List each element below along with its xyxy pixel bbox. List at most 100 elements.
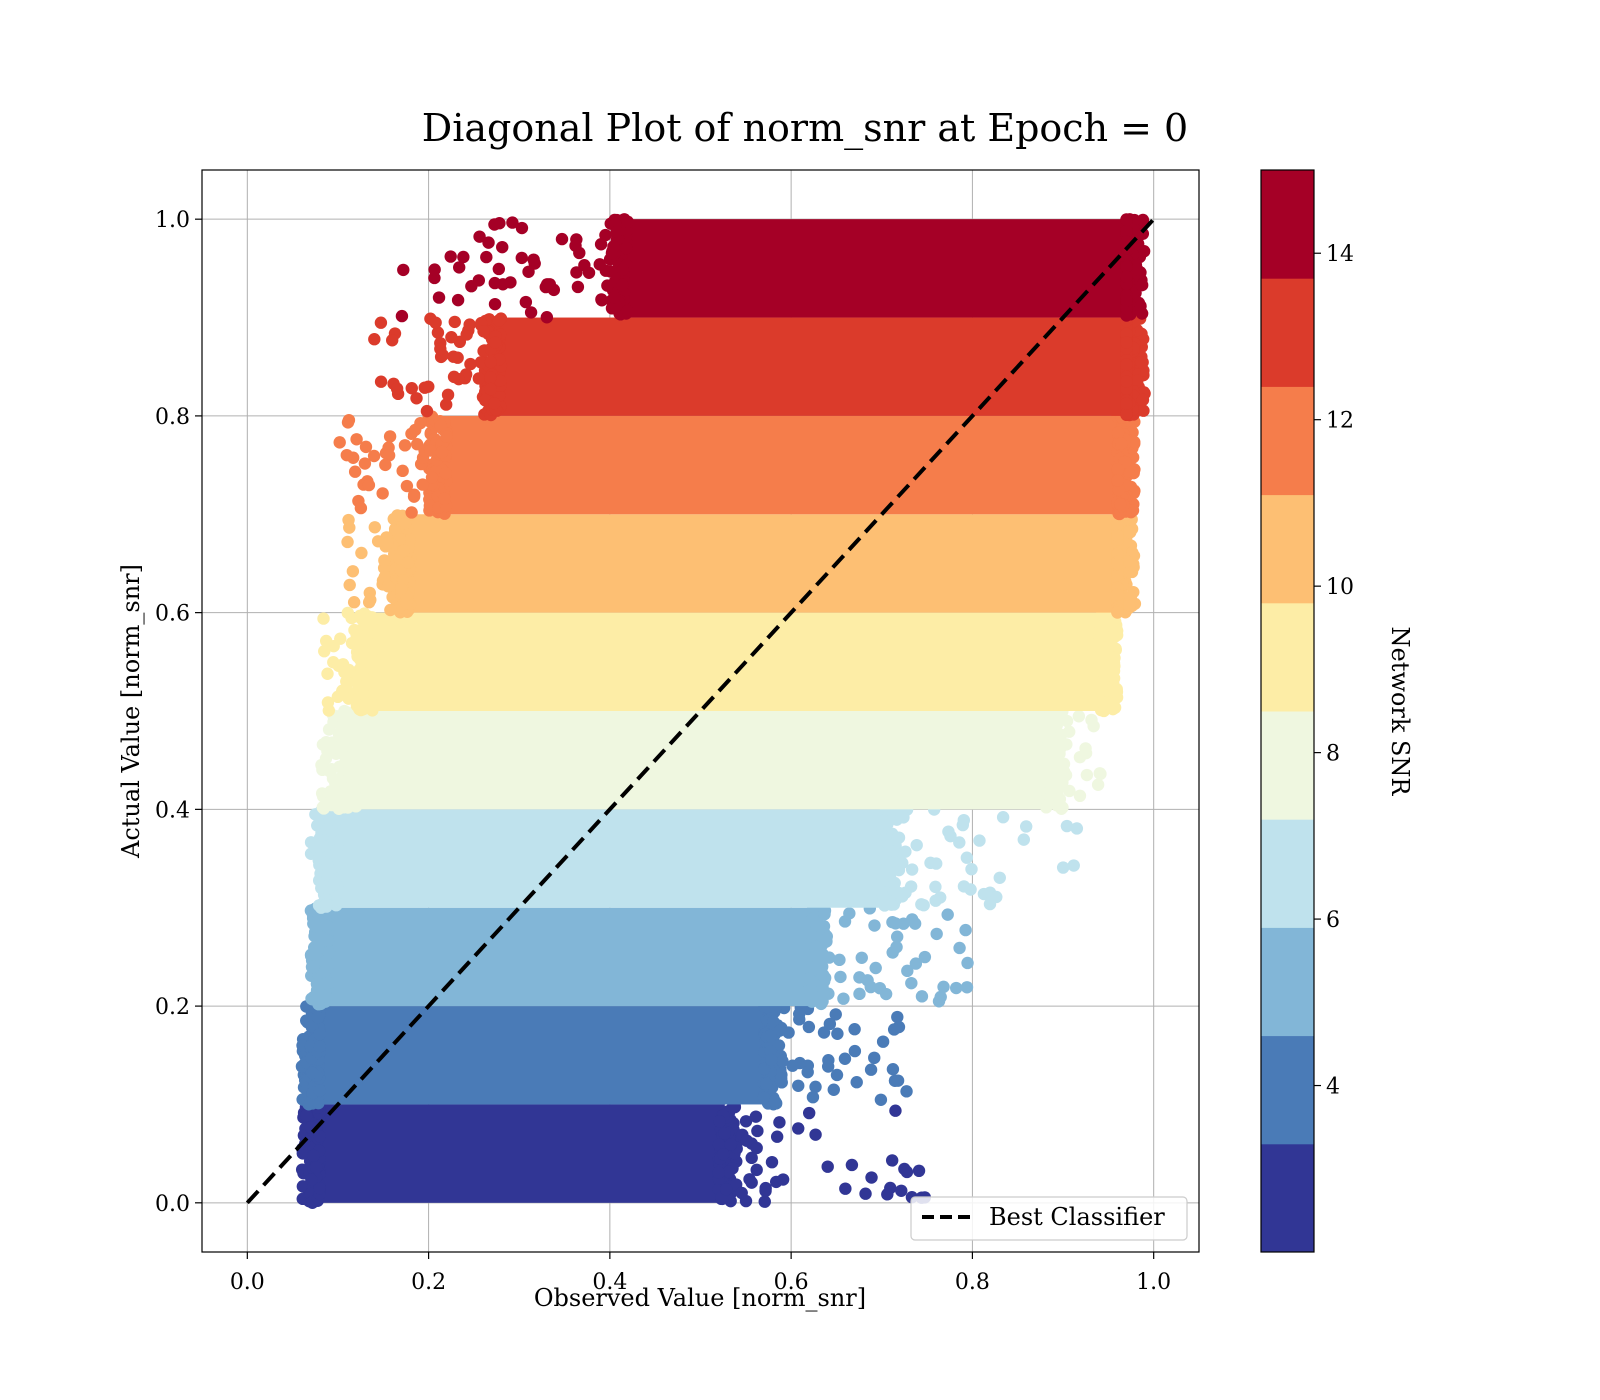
data-point (320, 868, 334, 882)
data-point (1051, 736, 1064, 750)
legend: Best Classifier (910, 1196, 1188, 1241)
data-point (712, 1166, 725, 1179)
data-point (616, 263, 629, 276)
data-point (774, 1072, 788, 1085)
data-point (330, 898, 343, 912)
data-point (881, 817, 894, 831)
data-point (1094, 661, 1107, 675)
data-point (400, 479, 414, 493)
data-point (353, 653, 367, 666)
data-point (899, 845, 912, 858)
data-point (319, 752, 333, 765)
data-point (1120, 336, 1133, 349)
data-point (460, 328, 473, 341)
data-point (750, 1163, 763, 1177)
data-point (1110, 686, 1123, 699)
data-point (819, 933, 833, 946)
data-point (313, 930, 327, 943)
data-point (327, 656, 340, 669)
data-point (805, 929, 818, 942)
data-point (899, 886, 912, 899)
data-point (1120, 213, 1133, 227)
data-point (908, 917, 922, 930)
data-point (313, 851, 326, 864)
data-point (325, 825, 339, 838)
data-point (367, 449, 381, 463)
data-point (1137, 404, 1150, 417)
data-point (527, 253, 540, 266)
colorbar-band (1261, 927, 1314, 1037)
data-point (599, 228, 612, 242)
data-point (873, 981, 887, 995)
colorbar-band (1261, 819, 1314, 928)
data-point (959, 923, 972, 937)
data-point (885, 1154, 899, 1167)
data-point (1093, 638, 1106, 652)
data-point (399, 517, 412, 530)
data-point (830, 1068, 844, 1082)
colorbar-tick-label: 6 (1326, 908, 1340, 933)
data-point (320, 919, 334, 933)
x-tick-label: 0.0 (230, 1270, 265, 1295)
data-point (929, 894, 942, 907)
data-point (765, 1155, 779, 1169)
colorbar-tick-label: 8 (1326, 742, 1340, 767)
data-point (1096, 674, 1110, 687)
data-point (439, 466, 452, 480)
x-tick-label: 0.2 (411, 1270, 446, 1295)
data-point (319, 898, 333, 912)
data-point (868, 1051, 881, 1065)
data-point (608, 291, 621, 304)
data-point (319, 634, 333, 648)
data-point (960, 981, 974, 994)
data-point (1136, 393, 1150, 407)
point-cloud (368, 612, 1106, 711)
data-point (1106, 702, 1120, 716)
data-point (881, 1188, 894, 1201)
colorbar-band (1261, 386, 1314, 496)
data-point (330, 844, 343, 857)
data-point (484, 382, 497, 396)
data-point (396, 464, 409, 478)
data-point (1131, 374, 1144, 388)
data-point (1131, 263, 1144, 276)
data-point (1042, 798, 1055, 811)
data-point (384, 603, 397, 617)
data-point (474, 356, 488, 369)
point-cloud (494, 317, 1133, 416)
data-point (827, 1083, 840, 1096)
data-point (321, 667, 334, 680)
y-tick-label: 0.2 (155, 995, 190, 1020)
data-point (313, 1027, 327, 1041)
y-tick-label: 0.0 (155, 1192, 190, 1217)
x-axis-label: Observed Value [norm_snr] (534, 1284, 866, 1312)
data-point (912, 1164, 926, 1178)
data-point (802, 1106, 816, 1120)
data-point (891, 1074, 905, 1087)
data-point (1051, 777, 1065, 790)
data-point (848, 1023, 861, 1036)
data-point (891, 831, 904, 845)
data-point (578, 258, 591, 272)
data-point (362, 478, 376, 492)
data-point (311, 1011, 325, 1024)
data-point (383, 430, 397, 443)
data-point (770, 1130, 784, 1143)
data-point (1111, 426, 1125, 439)
data-point (1122, 525, 1136, 539)
data-point (1060, 738, 1073, 751)
data-point (488, 276, 502, 290)
data-point (1115, 437, 1128, 450)
data-point (313, 1130, 326, 1143)
data-point (760, 1077, 773, 1091)
data-point (839, 1182, 852, 1195)
data-point (786, 1059, 799, 1072)
data-point (368, 521, 382, 534)
data-point (823, 1017, 837, 1031)
data-point (457, 250, 470, 264)
data-point (1111, 557, 1124, 571)
data-point (1120, 270, 1133, 284)
data-point (1114, 498, 1127, 511)
colorbar-band (1261, 278, 1314, 387)
data-point (993, 871, 1006, 884)
